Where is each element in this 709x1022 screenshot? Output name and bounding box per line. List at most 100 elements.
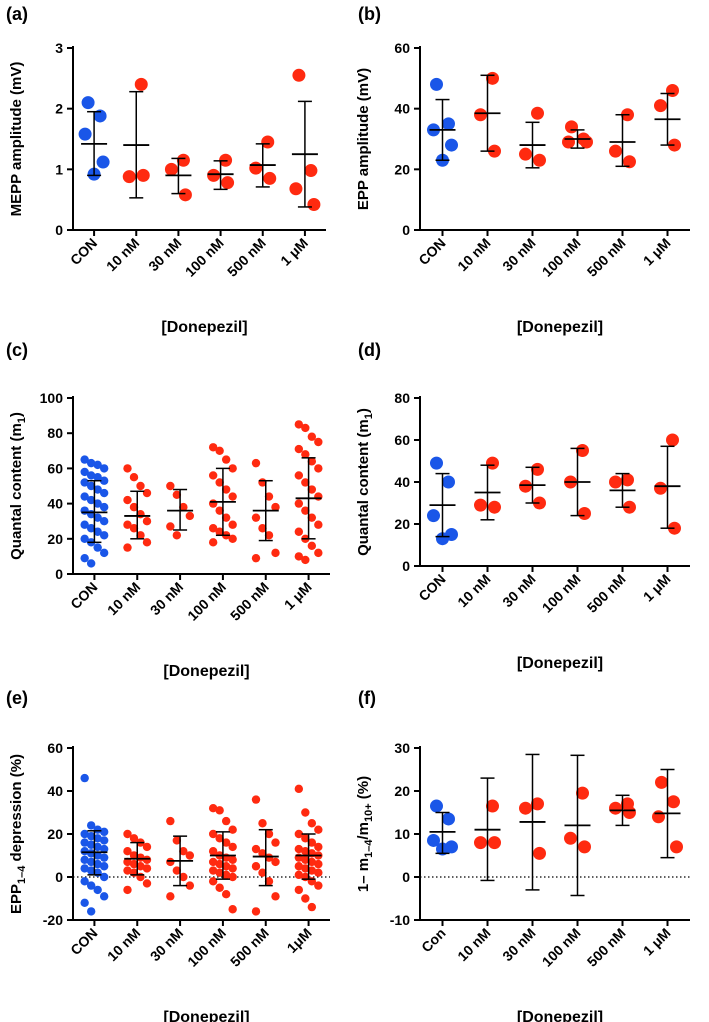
data-point — [93, 460, 102, 470]
data-point — [93, 109, 107, 123]
data-point — [208, 471, 218, 480]
data-point — [488, 836, 501, 850]
data-point — [142, 864, 152, 873]
y-tick-label: 10 — [394, 826, 410, 842]
y-tick-label: 2 — [55, 101, 63, 117]
y-tick-label: 20 — [47, 531, 63, 547]
data-point — [655, 775, 668, 789]
data-point — [307, 866, 317, 875]
data-point — [314, 859, 323, 869]
y-tick-label: 60 — [394, 40, 410, 56]
data-point — [307, 838, 317, 847]
data-point — [609, 144, 622, 158]
data-point — [78, 127, 92, 141]
data-point — [80, 455, 89, 464]
data-point — [172, 490, 182, 499]
x-tick-label: 10 nM — [454, 925, 493, 964]
data-point — [251, 907, 261, 916]
data-point — [129, 524, 139, 533]
data-point — [81, 96, 95, 110]
data-point — [93, 842, 102, 852]
data-point — [86, 458, 96, 468]
data-point — [294, 444, 304, 454]
data-point — [314, 825, 323, 834]
data-point — [86, 821, 96, 830]
data-point — [80, 847, 89, 856]
data-point — [294, 829, 304, 839]
y-tick-label: 80 — [47, 425, 63, 441]
data-point — [301, 478, 310, 487]
data-point — [271, 502, 280, 512]
data-point — [86, 849, 96, 858]
y-tick-label: 30 — [394, 740, 410, 756]
data-point — [129, 834, 139, 843]
data-point — [314, 842, 323, 852]
data-point — [531, 797, 544, 811]
data-point — [301, 423, 310, 433]
x-tick-label: 100 nM — [184, 579, 229, 624]
data-point — [264, 829, 274, 839]
data-point — [99, 464, 109, 473]
data-point — [80, 898, 89, 907]
x-tick-label: 1 μM — [640, 571, 674, 605]
chart-panel-4: (d) 0 20 40 60 80 CON 10 nM 30 nM 100 nM 500 nM 1 μ… — [355, 340, 690, 672]
data-point — [166, 816, 175, 826]
data-point — [533, 846, 546, 860]
data-point — [93, 859, 102, 869]
data-point — [258, 849, 267, 858]
data-point — [228, 520, 237, 529]
x-axis-label: [Donepezil] — [163, 1009, 249, 1022]
data-point — [251, 862, 261, 871]
data-point — [123, 520, 132, 529]
data-point — [228, 872, 237, 882]
x-tick-label: 1 μM — [640, 235, 674, 269]
data-point — [185, 511, 195, 521]
panel-label: (b) — [358, 4, 381, 24]
data-point — [258, 868, 267, 877]
x-tick-label: 100 nM — [539, 925, 584, 970]
data-point — [80, 877, 89, 886]
data-point — [142, 538, 152, 547]
x-tick-label: 10 nM — [454, 571, 493, 610]
data-point — [99, 502, 109, 512]
data-point — [136, 853, 145, 862]
data-point — [99, 827, 109, 837]
panel-label: (a) — [6, 4, 28, 24]
y-tick-label: -10 — [390, 912, 410, 928]
data-point — [80, 478, 89, 487]
data-point — [294, 527, 304, 536]
data-point — [215, 527, 224, 536]
data-point — [86, 907, 96, 916]
data-point — [307, 485, 317, 494]
data-point — [436, 532, 449, 546]
y-tick-label: 60 — [47, 460, 63, 476]
data-point — [208, 866, 218, 875]
data-point — [565, 120, 578, 134]
panel-label: (c) — [6, 340, 28, 360]
data-point — [264, 531, 274, 540]
data-point — [314, 464, 323, 473]
data-point — [215, 446, 224, 455]
data-point — [221, 890, 231, 899]
data-point — [178, 188, 192, 202]
x-tick-label: 30 nM — [147, 925, 186, 964]
data-point — [261, 135, 275, 149]
data-point — [427, 509, 440, 523]
data-point — [314, 492, 323, 501]
data-point — [307, 513, 317, 522]
chart-panel-2: (b) 0 20 40 60 CON 10 nM 30 nM 100 nM 500 nM 1 μM E… — [355, 4, 690, 336]
x-tick-label: 30 nM — [145, 235, 184, 274]
data-point — [208, 538, 218, 547]
data-point — [86, 881, 96, 890]
data-point — [271, 838, 280, 847]
data-point — [221, 870, 231, 880]
data-point — [93, 499, 102, 508]
data-point — [142, 488, 152, 498]
data-point — [623, 806, 636, 819]
data-point — [271, 548, 280, 558]
data-point — [562, 135, 575, 149]
data-point — [251, 513, 261, 522]
